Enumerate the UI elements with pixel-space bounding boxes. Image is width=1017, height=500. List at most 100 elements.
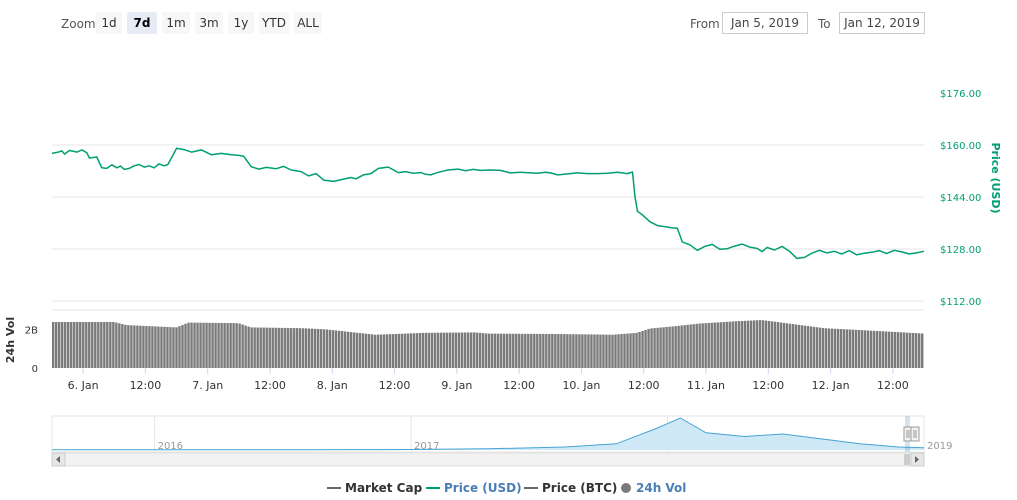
volume-bar: [79, 321, 82, 368]
volume-bar: [460, 332, 464, 368]
volume-bar: [761, 320, 765, 368]
volume-bar: [211, 322, 214, 368]
volume-bar: [683, 325, 686, 368]
from-date-input[interactable]: Jan 5, 2019: [722, 12, 808, 34]
volume-bar: [313, 328, 317, 368]
volume-bar: [725, 321, 728, 368]
volume-bar: [908, 332, 912, 368]
volume-bar: [112, 321, 115, 368]
price-tick-label: $128.00: [940, 245, 981, 256]
volume-bar: [866, 330, 870, 368]
volume-bar: [436, 332, 440, 368]
volume-bar: [575, 334, 578, 368]
volume-tick-label: 0: [32, 364, 38, 375]
volume-bar: [55, 321, 58, 368]
scroll-left-button[interactable]: [51, 452, 66, 467]
volume-bar: [893, 331, 897, 368]
volume-bar: [887, 331, 891, 368]
volume-bar: [412, 333, 416, 368]
volume-bar: [863, 330, 867, 368]
to-date-input[interactable]: Jan 12, 2019: [839, 12, 925, 34]
volume-bar: [403, 333, 407, 368]
zoom-1d-button[interactable]: 1d: [96, 12, 122, 34]
volume-bar: [884, 331, 888, 368]
volume-bar: [154, 326, 157, 368]
legend-label-24h-vol: 24h Vol: [636, 481, 687, 495]
volume-bar: [472, 332, 476, 368]
navigator-handle-right[interactable]: [910, 426, 920, 442]
volume-bar: [785, 323, 789, 368]
volume-bar: [515, 333, 518, 368]
time-axis: 6. Jan 12:00 7. Jan 12:00 8. Jan 12:00 9. Jan 1…: [68, 368, 909, 392]
volume-bar: [581, 334, 584, 368]
volume-bar: [232, 323, 235, 368]
volume-bar: [397, 333, 401, 368]
navigator-line: [52, 417, 925, 451]
legend-label-price-btc: Price (BTC): [542, 481, 618, 495]
volume-bar: [566, 334, 569, 368]
volume-bar: [614, 334, 617, 368]
volume-bar: [806, 326, 810, 368]
zoom-label: Zoom: [61, 17, 96, 31]
volume-bar: [91, 321, 94, 368]
volume-bar: [572, 334, 575, 368]
arrow-right-icon: [915, 456, 919, 463]
legend-item-price-usd[interactable]: Price (USD): [426, 481, 522, 495]
price-chart: $176.00$160.00$144.00$128.00$112.00 2B0 …: [4, 89, 1002, 467]
volume-bar: [578, 334, 581, 368]
volume-bar: [629, 333, 632, 368]
scroll-right-button[interactable]: [910, 452, 925, 467]
zoom-1m-button[interactable]: 1m: [162, 12, 190, 34]
zoom-7d-button[interactable]: 7d: [127, 12, 157, 34]
volume-bar: [758, 320, 762, 368]
volume-bar: [791, 324, 795, 368]
scrollbar-track[interactable]: [51, 452, 925, 467]
volume-bar: [187, 322, 190, 368]
volume-bar: [920, 333, 924, 368]
zoom-1y-button[interactable]: 1y: [228, 12, 254, 34]
legend-item-price-btc[interactable]: Price (BTC): [524, 481, 617, 495]
legend-swatch-price-usd: [426, 486, 440, 489]
volume-bar: [737, 321, 740, 368]
volume-bar: [632, 333, 635, 368]
price-tick-label: $176.00: [940, 89, 981, 100]
volume-bar: [208, 322, 211, 368]
range-toolbar: Zoom 1d 7d 1m 3m 1y YTD ALL From Jan 5, …: [0, 0, 1017, 44]
volume-bar: [448, 332, 452, 368]
volume-bar: [442, 332, 446, 368]
volume-bar: [692, 324, 695, 368]
volume-bar: [229, 323, 232, 368]
scrollbar-thumb[interactable]: [904, 454, 910, 465]
legend-item-24h-vol[interactable]: 24h Vol: [621, 481, 686, 495]
legend-item-market-cap[interactable]: Market Cap: [327, 481, 422, 495]
volume-bar: [148, 326, 151, 368]
time-tick-label: 12:00: [254, 379, 286, 392]
volume-bar: [509, 333, 512, 368]
volume-bar: [160, 326, 163, 368]
volume-bar: [196, 322, 199, 368]
volume-bar: [166, 326, 169, 368]
volume-bar: [157, 326, 160, 368]
volume-bar: [319, 329, 323, 368]
volume-bar: [911, 333, 915, 368]
volume-bar: [617, 334, 620, 368]
navigator[interactable]: 2016201720182019: [51, 415, 952, 453]
volume-bar: [184, 323, 187, 368]
zoom-all-button[interactable]: ALL: [294, 12, 322, 34]
zoom-3m-button[interactable]: 3m: [195, 12, 223, 34]
volume-bar: [457, 332, 461, 368]
volume-bar: [815, 327, 819, 368]
to-label: To: [818, 17, 831, 31]
volume-bar: [133, 325, 136, 368]
volume-bar: [274, 327, 277, 368]
volume-bar: [491, 333, 494, 368]
volume-bar: [190, 322, 193, 368]
scrollbar[interactable]: [51, 452, 925, 467]
time-tick-label: 12:00: [379, 379, 411, 392]
zoom-ytd-button[interactable]: YTD: [259, 12, 289, 34]
volume-axis: 2B 0: [25, 325, 38, 375]
volume-bar: [337, 330, 341, 368]
volume-bar: [349, 332, 353, 368]
volume-bar: [518, 333, 521, 368]
volume-bar: [488, 333, 491, 368]
